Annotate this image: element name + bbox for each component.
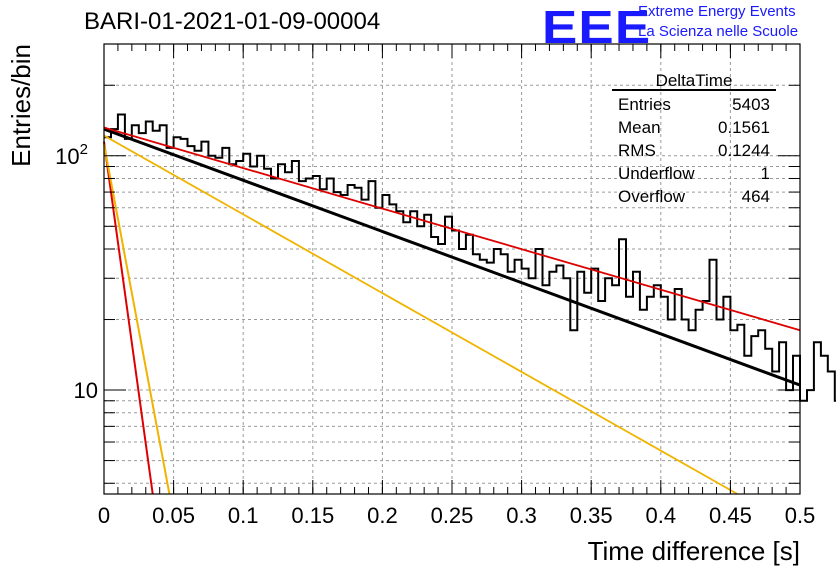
- fit-line-yellow-slow: [103, 134, 738, 495]
- fit-line-yellow-fast: [103, 144, 171, 495]
- stats-value-mean: 0.1561: [718, 118, 770, 137]
- stats-title: DeltaTime: [656, 71, 733, 90]
- stats-label-overflow: Overflow: [618, 187, 686, 206]
- x-tick-label: 0.5: [785, 503, 816, 528]
- stats-label-entries: Entries: [618, 95, 671, 114]
- logo-line-2: La Scienza nelle Scuole: [638, 23, 799, 40]
- x-tick-label: 0.05: [152, 503, 195, 528]
- grid: [104, 43, 800, 494]
- y-tick-label: 10: [74, 378, 98, 403]
- stats-value-entries: 5403: [732, 95, 770, 114]
- axis-ticks: 0 0.05 0.1 0.15 0.2 0.25 0.3 0.35 0.4 0.45 0.51010…: [55, 43, 816, 528]
- x-tick-label: 0.4: [646, 503, 677, 528]
- x-tick-label: 0.1: [228, 503, 259, 528]
- run-title: BARI-01-2021-01-09-00004: [84, 8, 381, 35]
- y-tick-label: 102: [55, 141, 88, 169]
- stats-value-underflow: 1: [761, 164, 770, 183]
- x-axis-label: Time difference [s]: [588, 536, 800, 566]
- stats-value-rms: 0.1244: [718, 141, 770, 160]
- stats-label-underflow: Underflow: [618, 164, 695, 183]
- fit-line-red-fast: [103, 141, 154, 495]
- x-tick-label: 0: [98, 503, 110, 528]
- x-tick-label: 0.2: [367, 503, 398, 528]
- x-tick-label: 0.3: [506, 503, 537, 528]
- x-tick-label: 0.45: [709, 503, 752, 528]
- logo-line-1: Extreme Energy Events: [638, 3, 796, 20]
- x-tick-label: 0.25: [431, 503, 474, 528]
- x-tick-label: 0.35: [570, 503, 613, 528]
- y-axis-label: Entries/bin: [6, 44, 36, 167]
- stats-label-mean: Mean: [618, 118, 661, 137]
- fit-lines: [103, 126, 801, 495]
- x-tick-label: 0.15: [291, 503, 334, 528]
- stats-box: DeltaTime Entries 5403 Mean 0.1561 RMS 0…: [612, 71, 776, 206]
- stats-label-rms: RMS: [618, 141, 656, 160]
- stats-value-overflow: 464: [742, 187, 770, 206]
- fit-line-red-slow: [103, 126, 801, 332]
- fit-line-black: [103, 127, 801, 387]
